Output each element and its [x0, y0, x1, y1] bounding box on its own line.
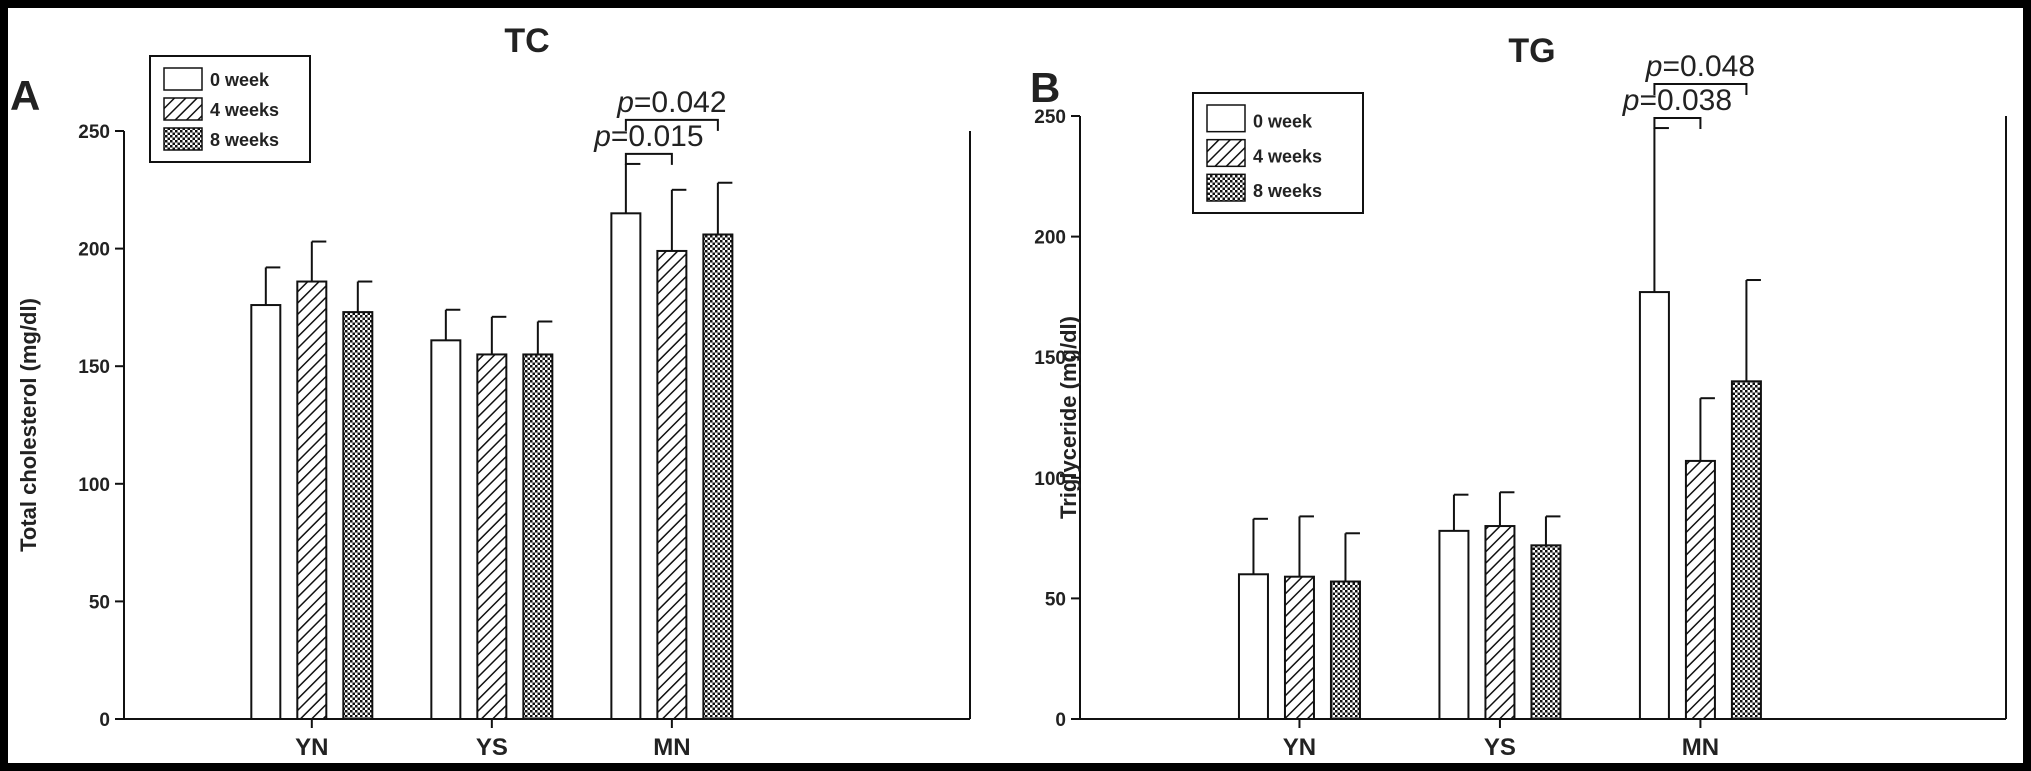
bar: [1484, 525, 1516, 720]
bar: [430, 339, 462, 720]
y-tick-label: 50: [1045, 589, 1066, 610]
legend-label: 8 weeks: [1253, 181, 1322, 201]
bar: [342, 311, 374, 720]
legend: 0 week 4 weeks 8 weeks: [1192, 92, 1364, 214]
chart-title: TG: [1508, 32, 1555, 70]
y-tick-label: 50: [89, 592, 110, 613]
bar: [1530, 544, 1562, 720]
bar: [1638, 291, 1670, 720]
y-tick-label: 100: [78, 475, 110, 496]
p-value-label: p=0.038: [1622, 84, 1732, 117]
bar: [522, 353, 554, 720]
legend-label: 4 weeks: [210, 100, 279, 120]
bar: [1730, 380, 1762, 720]
p-value-label: p=0.042: [616, 86, 726, 119]
y-tick-label: 150: [78, 357, 110, 378]
panel-letter: B: [1030, 64, 1060, 111]
bar: [476, 353, 508, 720]
y-tick-label: 200: [78, 240, 110, 261]
significance-bracket: [624, 152, 673, 165]
p-value-label: p=0.048: [1645, 50, 1755, 83]
x-tick-label: YS: [476, 734, 508, 761]
x-tick-label: MN: [653, 734, 690, 761]
panel-letter: A: [10, 72, 40, 119]
bar: [702, 233, 734, 720]
legend-swatch: [163, 67, 203, 91]
legend-swatch: [1206, 104, 1246, 133]
y-tick-label: 250: [1034, 107, 1066, 128]
y-axis-label: Triglyceride (mg/dl): [1056, 316, 1081, 519]
bar: [610, 212, 642, 720]
legend-label: 0 week: [210, 70, 270, 90]
bar: [1283, 575, 1315, 721]
bar: [296, 280, 328, 720]
y-tick-label: 200: [1034, 228, 1066, 249]
significance-bracket: [624, 118, 719, 131]
bar: [656, 249, 688, 720]
chart-panel-a: 0 50 100 150 200 250 Total cholesterol (mg/dl)…: [10, 22, 971, 761]
y-tick-label: 0: [1055, 710, 1066, 731]
bar: [1329, 580, 1361, 720]
x-tick-label: YS: [1484, 734, 1516, 761]
bar: [1684, 459, 1716, 720]
legend-swatch: [1206, 173, 1246, 202]
legend-swatch: [163, 97, 203, 121]
significance-bracket: [1653, 83, 1748, 96]
x-tick-label: YN: [295, 734, 328, 761]
legend: 0 week 4 weeks 8 weeks: [149, 55, 311, 163]
y-tick-label: 250: [78, 122, 110, 143]
y-tick-label: 150: [1034, 348, 1066, 369]
y-tick-label: 100: [1034, 469, 1066, 490]
legend-swatch: [163, 127, 203, 151]
y-tick-label: 0: [99, 710, 110, 731]
x-tick-label: MN: [1682, 734, 1719, 761]
chart-title: TC: [504, 22, 549, 60]
legend-label: 0 week: [1253, 112, 1313, 132]
p-value-label: p=0.015: [593, 120, 703, 153]
bar: [250, 304, 282, 720]
bar: [1237, 573, 1269, 721]
significance-bracket: [1653, 117, 1702, 130]
chart-panel-b: 0 50 100 150 200 250 Triglyceride (mg/dl) TG B YN…: [1030, 32, 2007, 761]
legend-swatch: [1206, 138, 1246, 168]
y-axis-label: Total cholesterol (mg/dl): [16, 298, 41, 552]
legend-label: 8 weeks: [210, 130, 279, 150]
legend-label: 4 weeks: [1253, 146, 1322, 166]
bar: [1438, 529, 1470, 721]
x-tick-label: YN: [1283, 734, 1316, 761]
